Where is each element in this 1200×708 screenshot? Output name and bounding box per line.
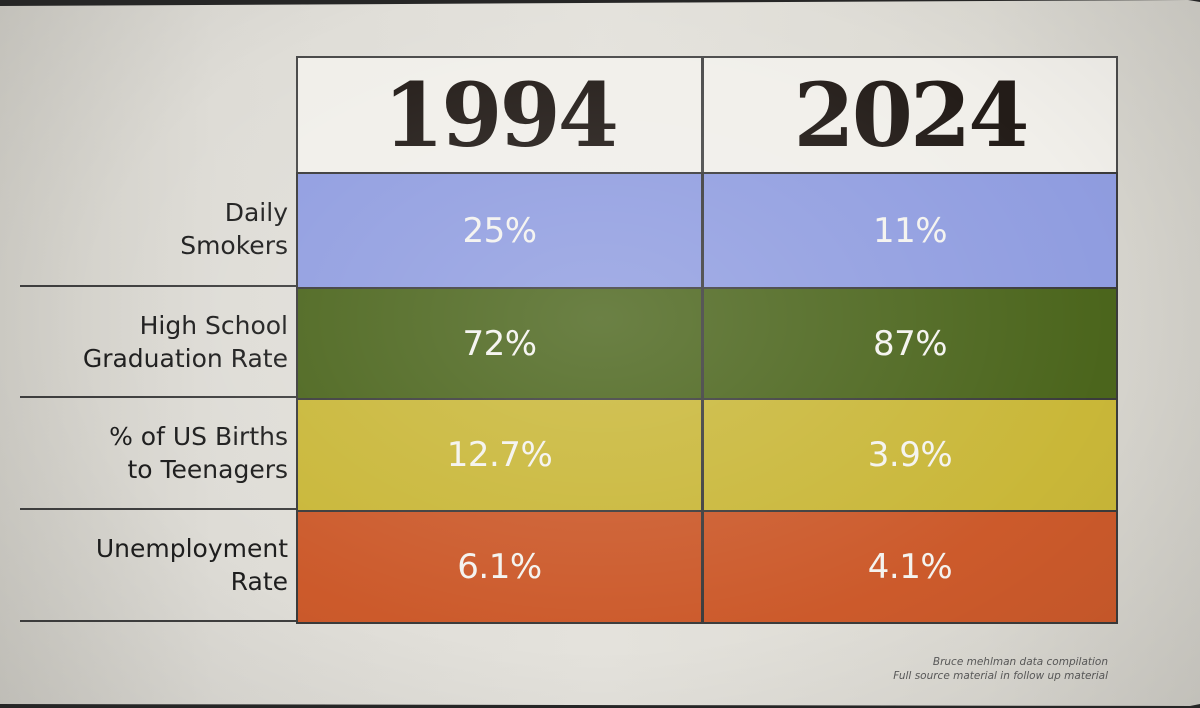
year-label: 1994 (383, 63, 619, 167)
value-text: 4.1% (867, 547, 953, 587)
source-footnote: Bruce mehlman data compilation Full sour… (893, 655, 1108, 683)
year-label: 2024 (793, 63, 1030, 167)
value-text: 87% (872, 323, 948, 364)
year-header-0: 1994 (296, 56, 703, 174)
footnote-line-2: Full source material in follow up materi… (893, 670, 1108, 682)
value-text: 11% (872, 210, 948, 251)
value-text: 25% (462, 210, 537, 251)
value-text: 12.7% (446, 435, 553, 475)
value-text: 3.9% (867, 435, 953, 475)
value-text: 6.1% (457, 547, 542, 587)
value-cell: 72% (296, 287, 703, 400)
footnote-line-1: Bruce mehlman data compilation (932, 656, 1108, 668)
value-cell: 6.1% (296, 510, 703, 624)
year-header-1: 2024 (702, 56, 1118, 174)
row-label-2: % of US Births to Teenagers (20, 398, 296, 510)
value-text: 72% (462, 323, 537, 364)
row-label-3: Unemployment Rate (20, 510, 296, 622)
row-label-1: High School Graduation Rate (20, 287, 296, 398)
row-label-0: Daily Smokers (20, 172, 296, 287)
value-cell: 12.7% (296, 398, 703, 512)
value-cell: 87% (702, 287, 1118, 400)
value-cell: 4.1% (702, 510, 1118, 624)
value-cell: 3.9% (702, 398, 1118, 512)
value-cell: 25% (296, 172, 703, 289)
value-cell: 11% (702, 172, 1118, 289)
